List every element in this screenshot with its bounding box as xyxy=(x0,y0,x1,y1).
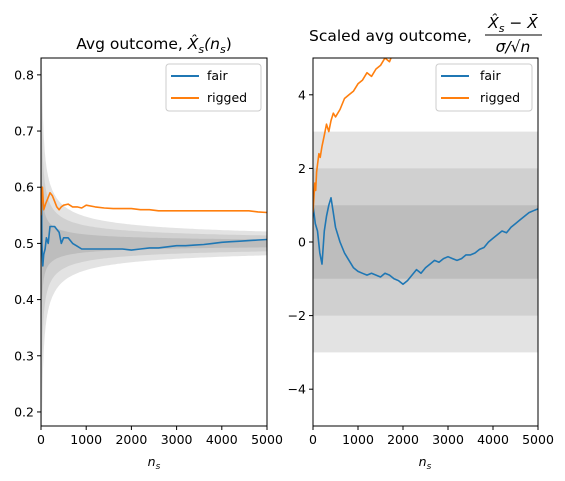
left-x-tick-label: 3000 xyxy=(161,432,193,447)
right-x-tick-label: 5000 xyxy=(522,432,554,447)
left-y-tick-label: 0.6 xyxy=(14,180,34,195)
left-y-tick-label: 0.7 xyxy=(14,124,34,139)
left-x-tick-label: 5000 xyxy=(251,432,283,447)
right-x-tick-label: 2000 xyxy=(387,432,419,447)
left-chart-title: Avg outcome, X̂s(ns) xyxy=(76,34,232,56)
left-x-axis-label: ns xyxy=(148,454,161,472)
right-series-fair-line xyxy=(313,197,538,286)
right-x-tick-label: 0 xyxy=(309,432,317,447)
left-y-tick-label: 0.8 xyxy=(14,67,34,82)
left-y-tick-label: 0.4 xyxy=(14,292,34,307)
left-x-tick-label: 2000 xyxy=(115,432,147,447)
right-title-denominator: σ/√n xyxy=(496,38,531,56)
left-y-tick-label: 0.5 xyxy=(14,236,34,251)
right-chart-title: Scaled avg outcome, X̂s − X̄ σ/√n xyxy=(309,13,542,56)
right-y-tick-label: −4 xyxy=(288,382,306,397)
right-x-axis-label: ns xyxy=(419,454,432,472)
right-series-rigged-line xyxy=(313,58,392,213)
left-x-tick-label: 4000 xyxy=(206,432,238,447)
left-x-ticks: 0 1000 2000 3000 4000 5000 xyxy=(37,426,283,447)
right-legend: fair rigged xyxy=(435,63,533,112)
left-series-rigged-line xyxy=(41,186,267,216)
right-y-ticks: −4 −2 0 2 4 xyxy=(288,87,313,397)
right-x-tick-label: 3000 xyxy=(432,432,464,447)
right-y-tick-label: 4 xyxy=(298,87,306,102)
right-x-ticks: 0 1000 2000 3000 4000 5000 xyxy=(309,426,554,447)
right-y-tick-label: 0 xyxy=(298,235,306,250)
left-axes-frame xyxy=(40,57,268,427)
left-legend-rigged-label: rigged xyxy=(207,90,247,105)
left-confidence-bands xyxy=(41,58,267,426)
right-y-tick-label: 2 xyxy=(298,161,306,176)
right-series-lines xyxy=(313,58,538,286)
left-chart: 0 1000 2000 3000 4000 5000 0.2 0.3 0.4 0.5 0.6 0.7… xyxy=(14,34,283,472)
left-y-tick-label: 0.3 xyxy=(14,348,34,363)
right-chart: 0 1000 2000 3000 4000 5000 −4 −2 0 2 4 Scaled avg… xyxy=(288,13,554,472)
right-legend-rigged-label: rigged xyxy=(480,90,520,105)
left-x-tick-label: 0 xyxy=(37,432,45,447)
left-legend: fair rigged xyxy=(165,63,262,112)
right-title-text: Scaled avg outcome, xyxy=(309,27,472,45)
left-legend-fair-label: fair xyxy=(207,68,229,83)
left-x-tick-label: 1000 xyxy=(70,432,102,447)
right-band-1-sigma xyxy=(313,205,538,279)
right-x-tick-label: 1000 xyxy=(342,432,374,447)
right-x-tick-label: 4000 xyxy=(477,432,509,447)
right-title-numerator: X̂s − X̄ xyxy=(487,13,538,35)
left-band-1-sigma xyxy=(41,117,267,369)
right-confidence-bands xyxy=(313,131,538,353)
right-y-tick-label: −2 xyxy=(288,308,306,323)
left-y-tick-label: 0.2 xyxy=(14,404,34,419)
left-series-fair-line xyxy=(41,186,267,267)
left-y-ticks: 0.2 0.3 0.4 0.5 0.6 0.7 0.8 xyxy=(14,67,41,419)
left-series-lines xyxy=(41,186,267,267)
right-legend-fair-label: fair xyxy=(480,68,502,83)
